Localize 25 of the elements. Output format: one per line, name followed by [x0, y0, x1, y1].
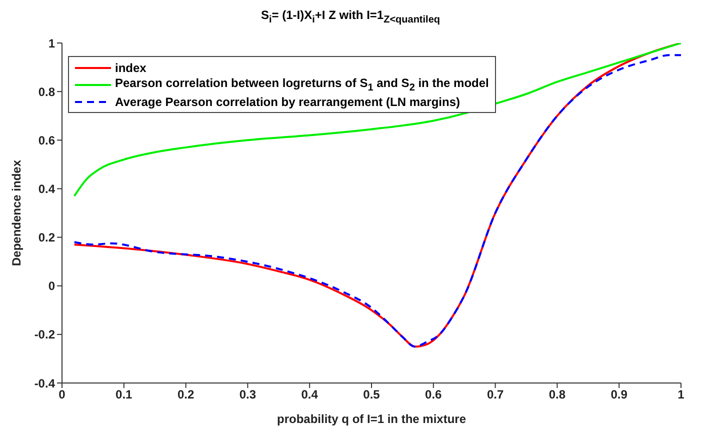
y-tick-label: -0.2 [34, 328, 56, 342]
x-tick-label: 0.5 [363, 388, 380, 402]
x-tick-label: 0.2 [177, 388, 194, 402]
x-tick-label: 0.7 [486, 388, 504, 402]
x-axis-title: probability q of I=1 in the mixture [276, 412, 466, 426]
y-tick-label: 0.6 [38, 133, 56, 148]
y-tick-label: 1 [48, 36, 56, 50]
legend-label: Pearson correlation between logreturns of S$_{1}$ and S$_{2}$ in the model [115, 76, 489, 94]
line-series [73, 43, 681, 197]
x-tick-label: 0.3 [239, 388, 256, 402]
y-tick-label: 0.2 [38, 230, 56, 245]
x-tick-label: 0 [58, 388, 66, 402]
x-tick-label: 1 [678, 388, 685, 402]
legend-label: index [115, 60, 146, 74]
x-tick-label: 0.4 [301, 388, 318, 402]
y-tick-label: -0.4 [34, 376, 56, 390]
x-tick-label: 0.6 [425, 388, 442, 402]
y-tick-label: 0.4 [38, 182, 56, 196]
y-axis-title: Dependence index [9, 160, 24, 266]
y-tick-label: 0.8 [38, 84, 56, 99]
x-tick-label: 0.8 [548, 388, 566, 402]
x-tick-label: 0.9 [610, 388, 628, 402]
legend-label: Average Pearson correlation by rearrangement (LN margins) [115, 94, 460, 108]
x-tick-label: 0.1 [116, 388, 133, 402]
y-tick-label: 0 [48, 279, 56, 294]
